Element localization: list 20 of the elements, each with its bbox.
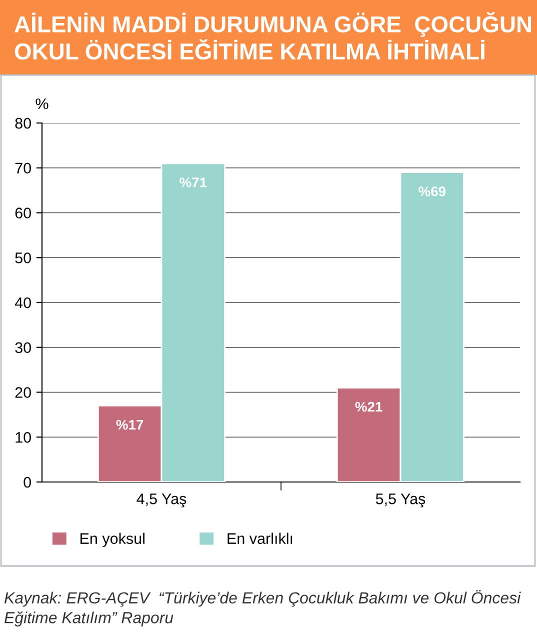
- y-tick-label: 0: [24, 476, 31, 488]
- y-tick-label: 80: [15, 118, 31, 129]
- y-tick-label: 40: [14, 297, 31, 308]
- data-label: %69: [418, 186, 446, 196]
- y-tick-label: 10: [16, 432, 31, 443]
- legend-label: En varlıklı: [228, 532, 292, 544]
- y-axis-title: %: [36, 98, 48, 110]
- y-tick-label: 20: [15, 387, 31, 398]
- y-tick-label: 50: [15, 252, 31, 264]
- y-tick-label: 30: [15, 342, 31, 354]
- y-tick-label: 60: [15, 208, 31, 218]
- y-tick-label: 70: [15, 162, 31, 174]
- data-label: %17: [116, 420, 144, 430]
- x-tick-label: 4,5 Yaş: [136, 494, 186, 508]
- legend-label: En yoksul: [80, 532, 144, 547]
- data-label: %21: [355, 402, 382, 412]
- x-tick-label: 5,5 Yaş: [376, 494, 426, 508]
- text: Kaynak: ERG-AÇEV “Türkiye’de Erken Çocukluk Bakımı ve Okul Öncesi Eğitime Katılım” Raporu: [4, 590, 521, 626]
- chart-title: AİLENİN MADDİ DURUMUNA GÖRE ÇOCUĞUN OKUL ÖNCESİ EĞİTİME KATILMA İHTİMALİ: [14, 12, 532, 60]
- data-label: %71: [180, 178, 207, 188]
